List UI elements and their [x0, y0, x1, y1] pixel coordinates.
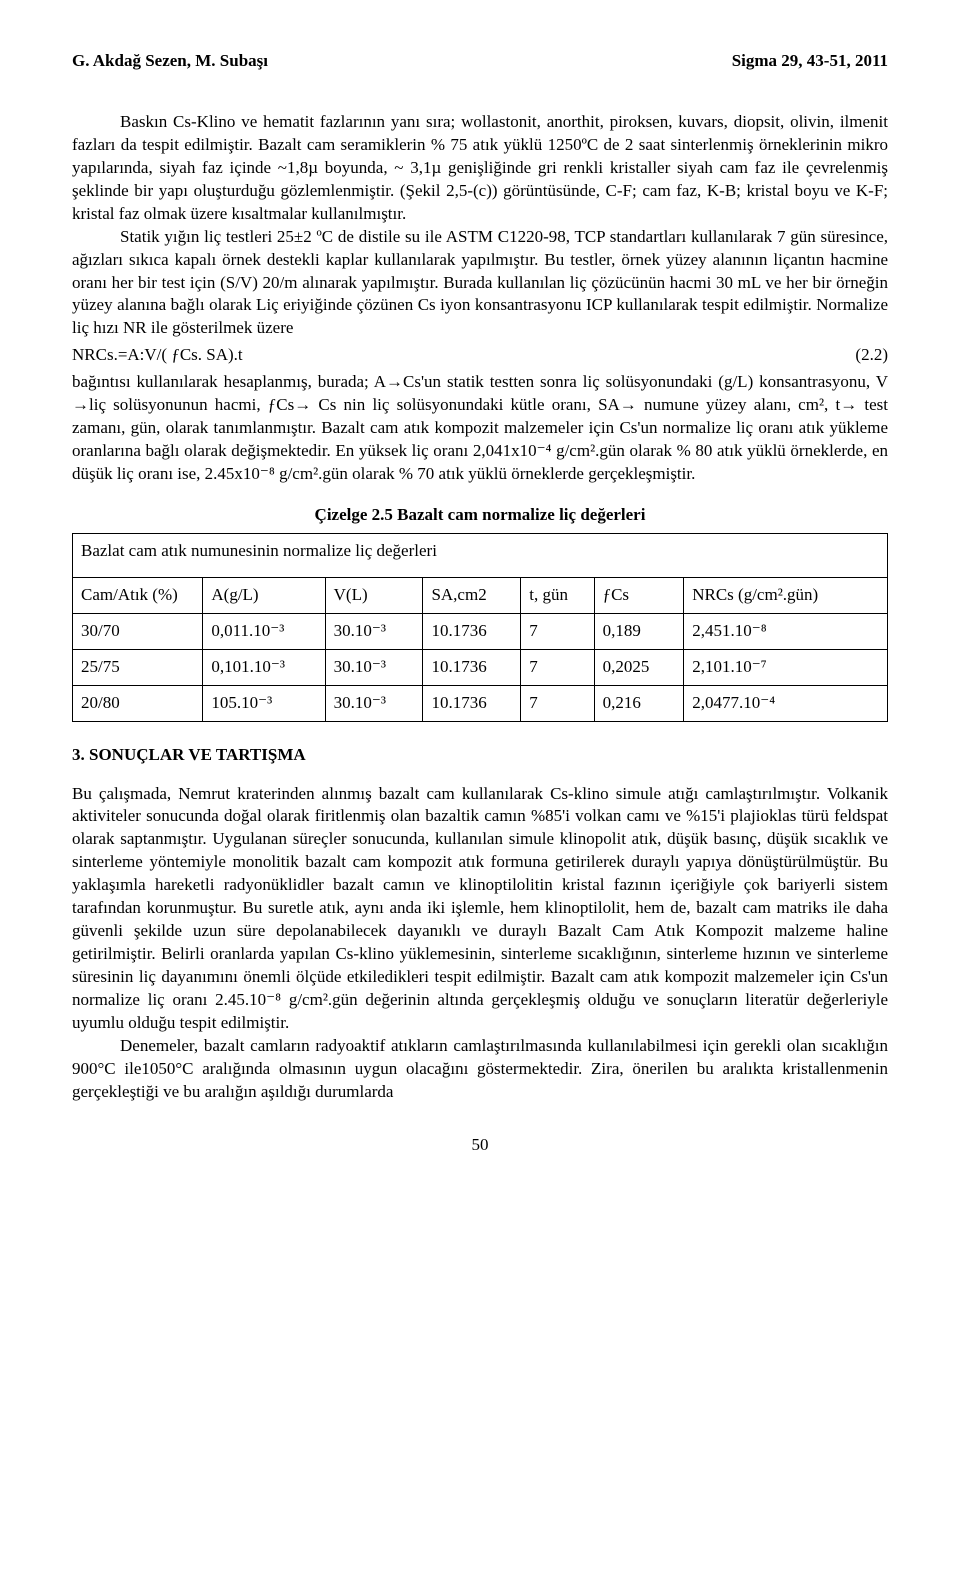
cell: 0,189: [594, 613, 684, 649]
col-header: t, gün: [521, 577, 594, 613]
cell: 7: [521, 649, 594, 685]
cell: 7: [521, 685, 594, 721]
cell: 105.10⁻³: [203, 685, 325, 721]
page-header: G. Akdağ Sezen, M. Subaşı Sigma 29, 43-5…: [72, 50, 888, 73]
cell: 10.1736: [423, 685, 521, 721]
table-caption: Çizelge 2.5 Bazalt cam normalize liç değ…: [72, 504, 888, 527]
cell: 0,216: [594, 685, 684, 721]
paragraph-3: bağıntısı kullanılarak hesaplanmış, bura…: [72, 371, 888, 486]
cell: 30.10⁻³: [325, 649, 423, 685]
paragraph-1: Baskın Cs-Klino ve hematit fazlarının ya…: [72, 111, 888, 226]
cell: 30.10⁻³: [325, 685, 423, 721]
cell: 30/70: [73, 613, 203, 649]
cell: 0,011.10⁻³: [203, 613, 325, 649]
equation-number: (2.2): [855, 344, 888, 367]
table-header-row: Cam/Atık (%) A(g/L) V(L) SA,cm2 t, gün ƒ…: [73, 577, 888, 613]
cell: 10.1736: [423, 649, 521, 685]
cell: 25/75: [73, 649, 203, 685]
table-row: 25/75 0,101.10⁻³ 30.10⁻³ 10.1736 7 0,202…: [73, 649, 888, 685]
paragraph-4: Bu çalışmada, Nemrut kraterinden alınmış…: [72, 783, 888, 1035]
journal-ref: Sigma 29, 43-51, 2011: [732, 50, 888, 73]
table-row: 20/80 105.10⁻³ 30.10⁻³ 10.1736 7 0,216 2…: [73, 685, 888, 721]
col-header: NRCs (g/cm².gün): [684, 577, 888, 613]
col-header: Cam/Atık (%): [73, 577, 203, 613]
paragraph-2: Statik yığın liç testleri 25±2 ºC de dis…: [72, 226, 888, 341]
equation-2-2: NRCs.=A:V/( ƒCs. SA).t (2.2): [72, 344, 888, 367]
table-normalize-lic: Bazlat cam atık numunesinin normalize li…: [72, 533, 888, 722]
table-subtitle: Bazlat cam atık numunesinin normalize li…: [73, 533, 888, 568]
cell: 30.10⁻³: [325, 613, 423, 649]
cell: 7: [521, 613, 594, 649]
cell: 0,2025: [594, 649, 684, 685]
cell: 2,101.10⁻⁷: [684, 649, 888, 685]
cell: 20/80: [73, 685, 203, 721]
table-row: 30/70 0,011.10⁻³ 30.10⁻³ 10.1736 7 0,189…: [73, 613, 888, 649]
authors: G. Akdağ Sezen, M. Subaşı: [72, 50, 268, 73]
col-header: V(L): [325, 577, 423, 613]
section-3-title: 3. SONUÇLAR VE TARTIŞMA: [72, 744, 888, 767]
paragraph-5: Denemeler, bazalt camların radyoaktif at…: [72, 1035, 888, 1104]
cell: 10.1736: [423, 613, 521, 649]
col-header: A(g/L): [203, 577, 325, 613]
cell: 0,101.10⁻³: [203, 649, 325, 685]
page-number: 50: [72, 1134, 888, 1157]
col-header: ƒCs: [594, 577, 684, 613]
col-header: SA,cm2: [423, 577, 521, 613]
equation-body: NRCs.=A:V/( ƒCs. SA).t: [72, 344, 243, 367]
cell: 2,451.10⁻⁸: [684, 613, 888, 649]
cell: 2,0477.10⁻⁴: [684, 685, 888, 721]
